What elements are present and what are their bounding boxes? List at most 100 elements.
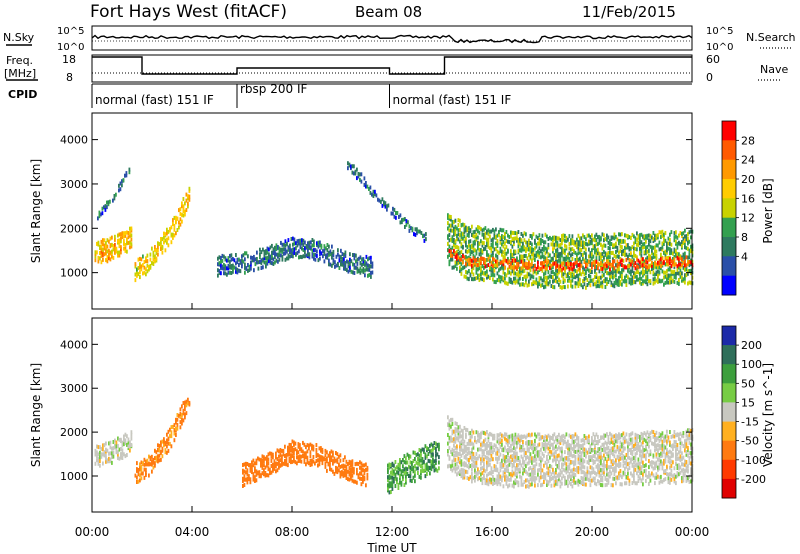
heatmap-cell xyxy=(319,240,321,245)
heatmap-cell xyxy=(413,232,415,237)
heatmap-cell xyxy=(610,483,613,488)
heatmap-cell xyxy=(567,255,569,260)
heatmap-cell xyxy=(293,447,295,452)
heatmap-cell xyxy=(631,437,634,442)
heatmap-cell xyxy=(589,263,592,267)
heatmap-cell xyxy=(510,477,512,482)
heatmap-cell xyxy=(96,241,98,246)
heatmap-cell xyxy=(472,243,475,248)
heatmap-cell xyxy=(598,262,601,267)
freq-label: Freq. xyxy=(6,54,33,67)
heatmap-cell xyxy=(136,480,138,484)
heatmap-cell xyxy=(529,246,532,250)
heatmap-cell xyxy=(270,470,273,475)
heatmap-cell xyxy=(634,274,637,279)
heatmap-cell xyxy=(654,475,656,480)
heatmap-cell xyxy=(558,252,560,257)
heatmap-cell xyxy=(257,470,259,475)
heatmap-cell xyxy=(579,444,581,449)
heatmap-cell xyxy=(589,450,592,454)
heatmap-cell xyxy=(495,241,497,246)
heatmap-cell xyxy=(229,253,231,258)
heatmap-cell xyxy=(636,257,638,262)
heatmap-cell xyxy=(538,442,541,447)
heatmap-cell xyxy=(574,449,577,454)
heatmap-cell xyxy=(179,415,182,420)
heatmap-cell xyxy=(490,466,493,471)
heatmap-cell xyxy=(606,466,608,471)
heatmap-cell xyxy=(633,274,635,279)
heatmap-cell xyxy=(501,252,503,257)
heatmap-cell xyxy=(285,459,288,464)
heatmap-cell xyxy=(597,447,599,452)
heatmap-cell xyxy=(582,464,584,469)
heatmap-cell xyxy=(154,448,156,453)
heatmap-cell xyxy=(637,240,640,245)
heatmap-cell xyxy=(553,271,556,276)
heatmap-cell xyxy=(472,240,475,245)
heatmap-cell xyxy=(472,430,475,435)
heatmap-cell xyxy=(472,256,475,261)
heatmap-cell xyxy=(296,250,299,255)
heatmap-cell xyxy=(179,407,182,412)
heatmap-cell xyxy=(106,249,109,254)
heatmap-cell xyxy=(546,457,548,462)
heatmap-cell xyxy=(504,236,506,241)
heatmap-cell xyxy=(184,209,186,214)
heatmap-cell xyxy=(471,472,473,476)
heatmap-cell xyxy=(347,477,349,482)
heatmap-cell xyxy=(496,254,499,259)
heatmap-cell xyxy=(149,257,152,262)
heatmap-cell xyxy=(630,447,632,452)
heatmap-cell xyxy=(610,270,613,275)
heatmap-cell xyxy=(555,235,557,240)
heatmap-cell xyxy=(98,214,101,219)
heatmap-cell xyxy=(531,249,533,254)
heatmap-cell xyxy=(484,431,487,436)
heatmap-cell xyxy=(460,434,463,439)
heatmap-cell xyxy=(547,466,550,471)
heatmap-cell xyxy=(220,263,222,268)
heatmap-cell xyxy=(268,255,270,260)
heatmap-cell xyxy=(511,448,514,452)
heatmap-cell xyxy=(126,230,128,235)
heatmap-cell xyxy=(459,239,461,244)
heatmap-cell xyxy=(591,248,593,253)
heatmap-cell xyxy=(555,255,557,260)
heatmap-cell xyxy=(523,462,526,467)
heatmap-cell xyxy=(471,243,473,248)
heatmap-cell xyxy=(466,233,469,238)
heatmap-cell xyxy=(361,257,363,262)
heatmap-cell xyxy=(678,278,680,282)
heatmap-cell xyxy=(414,470,416,475)
heatmap-cell xyxy=(667,259,670,264)
heatmap-cell xyxy=(255,469,258,474)
heatmap-cell xyxy=(260,250,263,255)
heatmap-cell xyxy=(513,239,515,244)
freq-tick-bottom: 8 xyxy=(66,71,73,84)
heatmap-cell xyxy=(230,264,233,268)
heatmap-cell xyxy=(619,482,622,487)
heatmap-cell xyxy=(157,458,159,463)
heatmap-cell xyxy=(606,263,608,268)
heatmap-cell xyxy=(227,270,230,275)
heatmap-cell xyxy=(636,481,638,486)
heatmap-cell xyxy=(525,484,527,489)
heatmap-cell xyxy=(522,260,524,265)
heatmap-cell xyxy=(433,464,436,469)
heatmap-cell xyxy=(634,280,637,285)
heatmap-cell xyxy=(616,269,619,274)
heatmap-cell xyxy=(556,259,559,264)
heatmap-cell xyxy=(514,451,517,456)
heatmap-cell xyxy=(301,255,303,260)
heatmap-cell xyxy=(457,459,460,464)
heatmap-cell xyxy=(362,474,364,479)
heatmap-cell xyxy=(293,455,295,460)
heatmap-cell xyxy=(516,236,518,241)
heatmap-cell xyxy=(516,444,518,449)
heatmap-cell xyxy=(248,474,250,479)
heatmap-cell xyxy=(591,438,593,443)
heatmap-cell xyxy=(667,438,670,443)
heatmap-cell xyxy=(139,473,141,478)
heatmap-cell xyxy=(673,479,676,484)
